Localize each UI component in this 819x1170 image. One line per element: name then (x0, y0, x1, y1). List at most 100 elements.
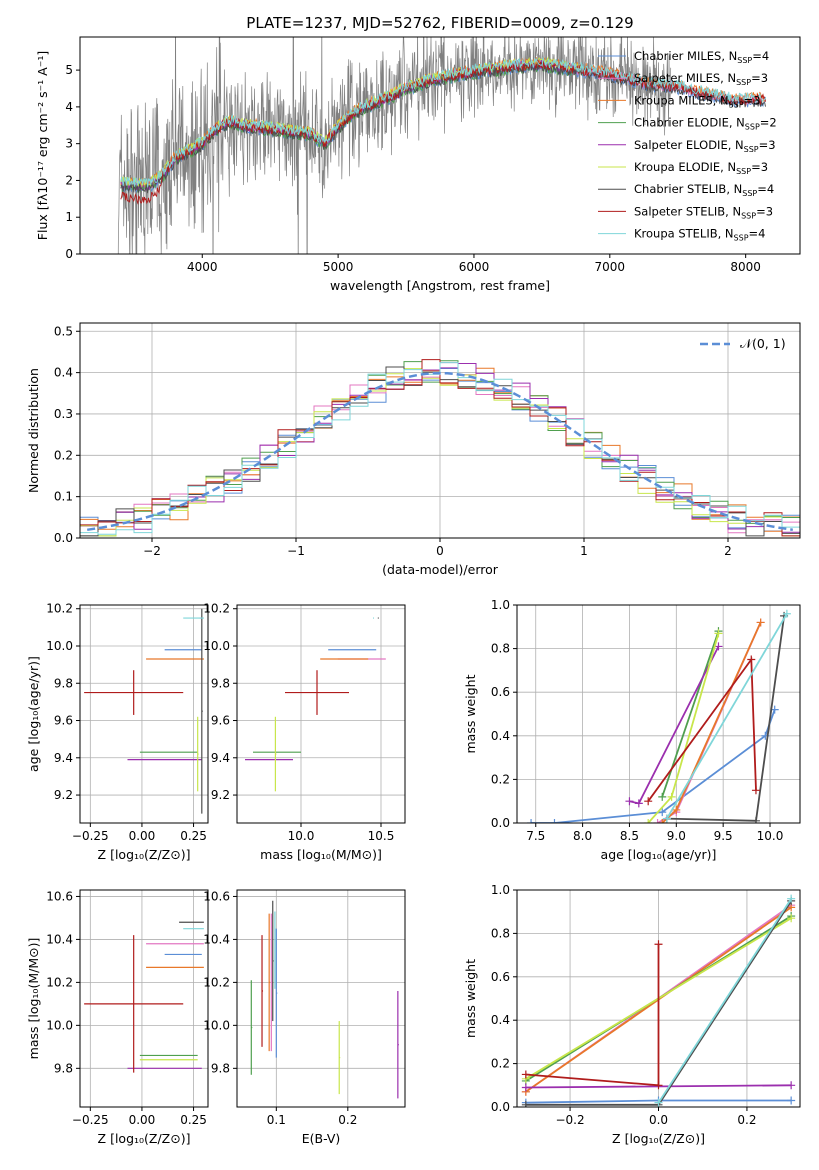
panel-residuals: −2 −1 0 1 2 0.0 0.1 0.2 0.3 0.4 0.5 (data-model)/er… (26, 322, 801, 577)
y-axis-label: Normed distribution (26, 368, 41, 493)
weight-line-kroupa_stelib (657, 898, 792, 1104)
y-tick-label: 2 (65, 173, 73, 187)
weight-marker (654, 940, 663, 949)
x-tick-label: 0.0 (649, 1113, 668, 1127)
y-tick-label: 1 (65, 210, 73, 224)
y-axis-label: mass weight (463, 959, 478, 1038)
y-tick-label: 10.4 (203, 932, 230, 946)
x-tick-label: 4000 (187, 260, 218, 274)
x-axis-label: wavelength [Angstrom, rest frame] (330, 278, 550, 293)
x-tick-label: −0.2 (555, 1113, 584, 1127)
weight-marker (658, 792, 667, 801)
y-tick-label: 0.4 (54, 366, 73, 380)
y-tick-label: 0.0 (491, 1100, 510, 1114)
x-axis-label: mass [log₁₀(M/M⊙)] (260, 847, 382, 862)
x-tick-label: 2 (724, 544, 732, 558)
axes-frame (79, 889, 209, 1108)
errorbar-kroupa_elodie (338, 1021, 341, 1095)
weight-line-salpeter_stelib (525, 944, 660, 1087)
y-tick-label: 9.4 (54, 751, 73, 765)
weight-marker (653, 819, 662, 823)
y-tick-label: 10.0 (203, 639, 230, 653)
panel-weight_vs_Z: −0.2 0.0 0.2 0.0 0.2 0.4 0.6 0.8 1.0 Z [log₁₀(Z/Z… (463, 883, 801, 1146)
panel-age_vs_Z: −0.25 0.00 0.25 9.2 9.4 9.6 9.8 10.0 10.2 Z [log₁… (26, 602, 209, 862)
weight-line-chabrier_miles (531, 709, 776, 823)
y-tick-label: 10.2 (203, 602, 230, 616)
panel-age_vs_mass: 10.0 10.5 9.2 9.4 9.6 9.8 10.0 10.2 mass [log₁₀(… (203, 602, 406, 862)
y-tick-label: 10.0 (203, 1018, 230, 1032)
x-tick-label: 7.5 (526, 829, 545, 843)
plot-content (245, 617, 386, 792)
errorbar-salpeter_stelib (285, 670, 349, 715)
x-tick-label: −0.25 (72, 829, 109, 843)
weight-marker (521, 1100, 530, 1107)
y-tick-label: 4 (65, 100, 73, 114)
weight-marker (527, 819, 536, 823)
legend-entry: Kroupa ELODIE, NSSP=3 (634, 160, 768, 176)
legend-entry: 𝒩(0, 1) (740, 336, 786, 351)
y-tick-label: 9.4 (211, 751, 230, 765)
x-tick-label: 0.00 (129, 1113, 156, 1127)
legend-entry: Salpeter STELIB, NSSP=3 (634, 204, 773, 220)
weight-marker (521, 1083, 530, 1092)
panel-mass_vs_Z: −0.25 0.00 0.25 9.8 10.0 10.2 10.4 10.6 Z [log₁₀… (26, 889, 209, 1146)
y-tick-label: 0 (65, 247, 73, 261)
y-tick-label: 0.6 (491, 685, 510, 699)
legend-entry: Chabrier STELIB, NSSP=4 (634, 182, 774, 198)
y-tick-label: 0.1 (54, 490, 73, 504)
errorbar-salpeter_elodie (397, 990, 399, 1099)
y-axis-label: age [log₁₀(age/yr)] (26, 656, 41, 772)
y-tick-label: 10.2 (46, 975, 73, 989)
y-tick-label: 0.2 (54, 448, 73, 462)
y-tick-label: 0.4 (491, 729, 510, 743)
axes-frame (79, 604, 209, 824)
legend: Chabrier MILES, NSSP=4 Salpeter MILES, NS… (598, 49, 777, 243)
axes-frame (236, 889, 406, 1108)
x-tick-label: 0.25 (180, 1113, 207, 1127)
weight-marker (747, 655, 756, 664)
axes-frame (79, 322, 801, 539)
x-tick-label: 0.2 (737, 1113, 756, 1127)
panel-spectrum: 4000 5000 6000 7000 8000 0 1 2 3 4 5 wavelength [An… (35, 36, 801, 293)
weight-marker (787, 894, 796, 903)
plot-area: 4000 5000 6000 7000 8000 0 1 2 3 4 5 wavelength [An… (26, 36, 801, 1146)
x-tick-label: 6000 (459, 260, 490, 274)
x-tick-label: −2 (143, 544, 161, 558)
axes-frame (516, 889, 801, 1108)
x-tick-label: 8000 (730, 260, 761, 274)
weight-marker (787, 1096, 796, 1105)
errorbar-chabrier_miles (275, 928, 278, 1058)
weight-marker (662, 814, 671, 823)
legend-entry: Kroupa MILES, NSSP=3 (634, 93, 760, 109)
errorbar-salpeter_stelib (261, 935, 264, 1047)
plot-content (527, 609, 791, 823)
weight-marker (654, 1098, 663, 1107)
observed-spectrum-line (117, 37, 672, 254)
weight-marker (658, 808, 667, 817)
legend-entry: Salpeter ELODIE, NSSP=3 (634, 138, 776, 154)
x-tick-label: 10.5 (368, 829, 395, 843)
x-tick-label: 7000 (595, 260, 626, 274)
weight-marker (714, 642, 723, 651)
x-axis-label: age [log₁₀(age/yr)] (601, 847, 717, 862)
y-tick-label: 9.8 (211, 676, 230, 690)
x-tick-label: 9.0 (667, 829, 686, 843)
y-tick-label: 10.6 (46, 889, 73, 903)
plot-content (250, 900, 399, 1099)
x-axis-label: (data-model)/error (382, 562, 499, 577)
plot-content (84, 921, 204, 1073)
histogram-kroupa_stelib (80, 362, 800, 535)
x-tick-label: 10.0 (288, 829, 315, 843)
weight-marker (634, 799, 643, 808)
legend-entry: Chabrier MILES, NSSP=4 (634, 49, 769, 65)
figure-title: PLATE=1237, MJD=52762, FIBERID=0009, z=0… (246, 14, 633, 32)
plot-content (117, 37, 766, 254)
weight-marker (714, 629, 723, 638)
x-tick-label: 9.5 (714, 829, 733, 843)
y-tick-label: 0.4 (491, 1013, 510, 1027)
x-tick-label: 8.0 (573, 829, 592, 843)
y-tick-label: 0.0 (491, 816, 510, 830)
x-tick-label: −1 (287, 544, 305, 558)
y-tick-label: 10.0 (46, 639, 73, 653)
